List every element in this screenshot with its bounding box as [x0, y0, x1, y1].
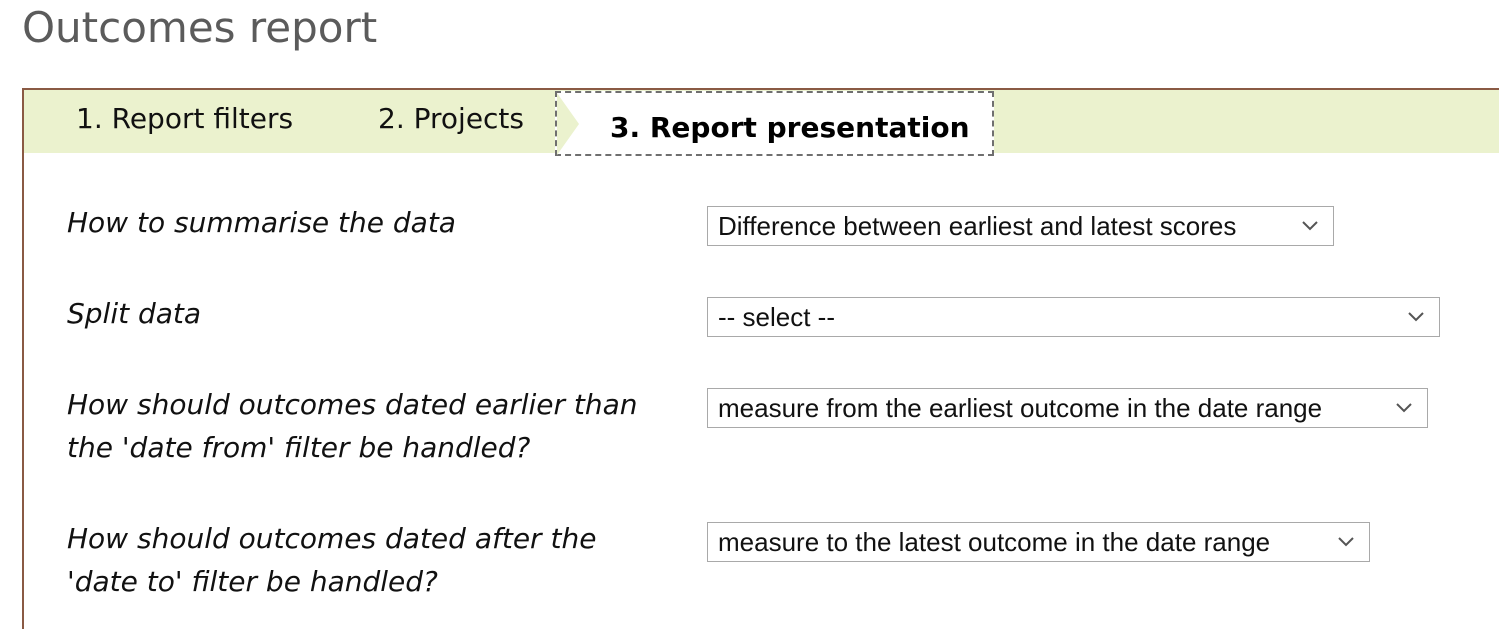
tab-report-presentation-label: 3. Report presentation [610, 111, 970, 144]
summarise-data-label: How to summarise the data [67, 206, 456, 239]
chevron-down-icon [1302, 221, 1318, 231]
split-data-value: -- select -- [718, 302, 835, 332]
later-outcomes-select[interactable]: measure to the latest outcome in the dat… [707, 522, 1370, 562]
later-outcomes-label: How should outcomes dated after the 'dat… [67, 522, 597, 598]
tab-report-filters[interactable]: 1. Report filters [76, 102, 294, 135]
tab-step-arrow [557, 93, 579, 155]
report-panel [22, 88, 1499, 629]
chevron-down-icon [1338, 537, 1354, 547]
summarise-data-value: Difference between earliest and latest s… [718, 211, 1237, 241]
chevron-down-icon [1396, 403, 1412, 413]
chevron-down-icon [1408, 312, 1424, 322]
page-title: Outcomes report [22, 3, 378, 52]
summarise-data-select[interactable]: Difference between earliest and latest s… [707, 206, 1334, 246]
earlier-outcomes-select[interactable]: measure from the earliest outcome in the… [707, 388, 1428, 428]
split-data-label: Split data [67, 297, 202, 330]
earlier-outcomes-value: measure from the earliest outcome in the… [718, 393, 1323, 423]
split-data-select[interactable]: -- select -- [707, 297, 1440, 337]
tab-projects[interactable]: 2. Projects [378, 102, 525, 135]
later-outcomes-value: measure to the latest outcome in the dat… [718, 527, 1271, 557]
earlier-outcomes-label: How should outcomes dated earlier than t… [67, 388, 638, 464]
tab-report-presentation[interactable]: 3. Report presentation [555, 91, 994, 156]
